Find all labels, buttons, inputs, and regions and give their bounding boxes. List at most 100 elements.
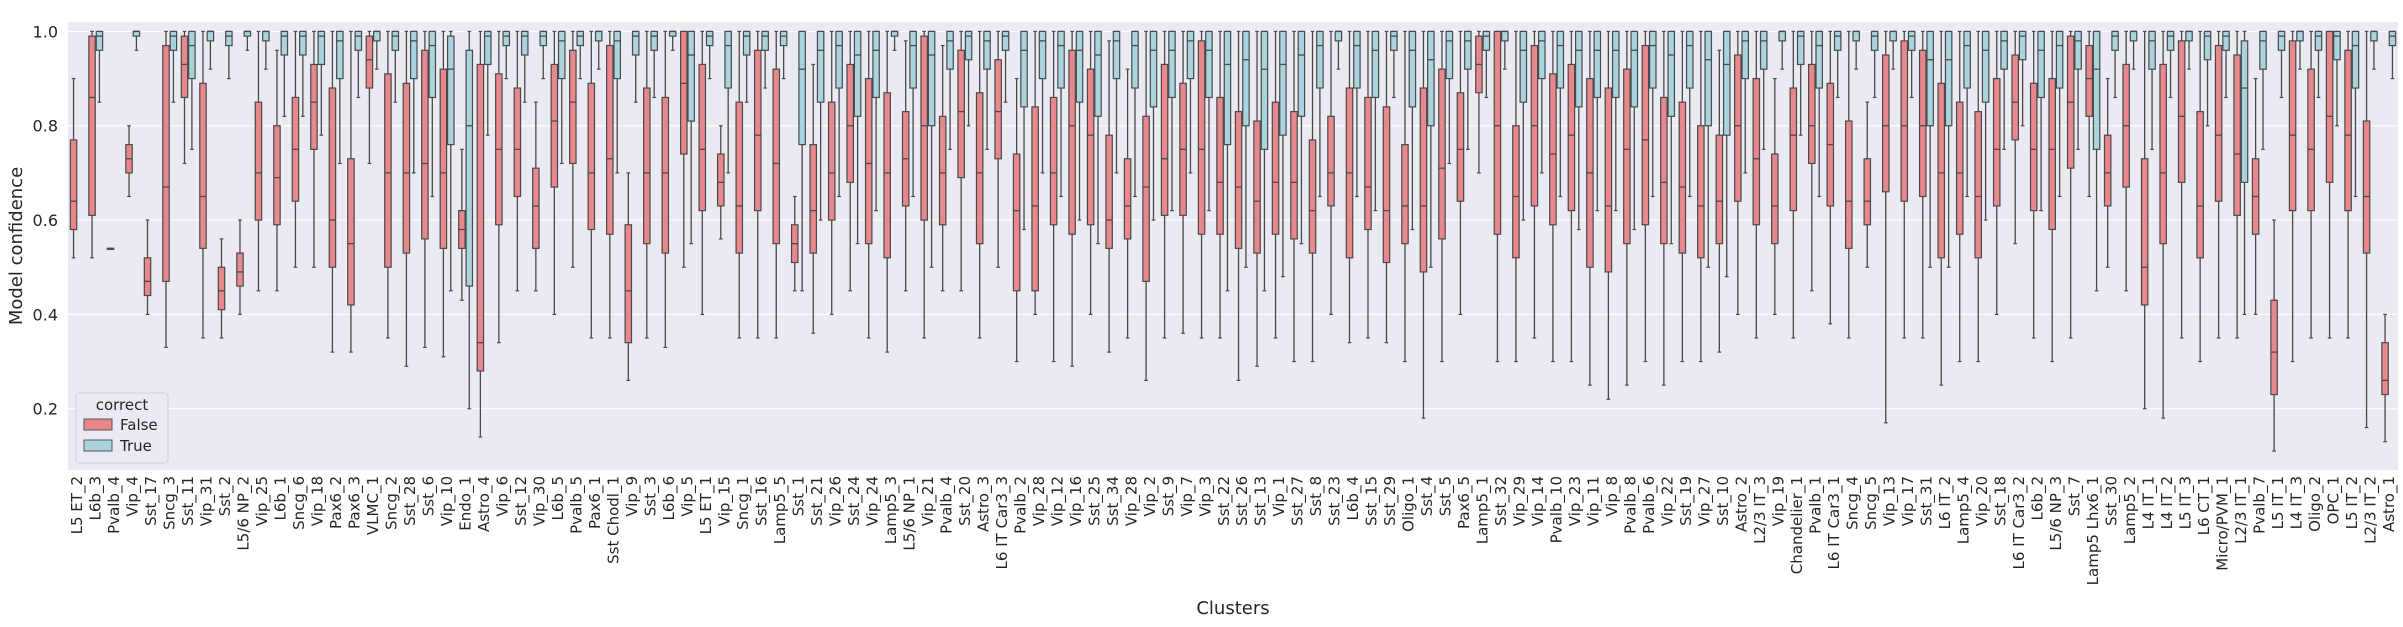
box-false: [1900, 30, 1909, 339]
box-false: [1123, 68, 1132, 339]
box-true: [816, 30, 825, 221]
box-iqr: [1234, 110, 1243, 249]
box-false: [384, 30, 392, 339]
box-true: [1168, 30, 1176, 212]
box-iqr: [1992, 77, 2001, 207]
x-tick-label: Sst_8: [1307, 476, 1326, 516]
x-tick-label: Sst_25: [1085, 476, 1104, 526]
y-axis-ticks: 0.2 0.4 0.6 0.8 1.0: [33, 22, 58, 418]
x-tick-label: Vip_26: [826, 476, 845, 526]
x-tick-label: OPC_1: [2324, 476, 2343, 524]
box-false: [679, 30, 688, 268]
box-iqr: [1316, 30, 1324, 89]
box-iqr: [1918, 49, 1927, 198]
box-false: [217, 238, 226, 339]
box-iqr: [1242, 30, 1250, 127]
box-false: [1678, 30, 1687, 363]
box-true: [391, 30, 400, 103]
box-iqr: [964, 30, 973, 61]
box-iqr: [1715, 134, 1724, 245]
box-iqr: [1641, 44, 1650, 226]
box-true: [2000, 30, 2008, 150]
x-tick-label: Pvalb_5: [568, 476, 587, 534]
x-tick-label: Sst_24: [845, 476, 864, 526]
box-iqr: [1223, 30, 1232, 146]
box-true: [909, 30, 917, 198]
box-false: [291, 30, 300, 268]
box-true: [483, 30, 492, 136]
box-true: [2222, 30, 2230, 99]
box-iqr: [705, 30, 714, 47]
box-iqr: [236, 252, 244, 287]
box-false: [1142, 30, 1150, 381]
x-tick-label: Vip_2: [1141, 476, 1160, 517]
box-iqr: [1364, 96, 1372, 231]
legend-swatch-true: [83, 439, 113, 452]
box-iqr: [1937, 82, 1946, 259]
box-iqr: [1131, 30, 1139, 89]
box-false: [716, 125, 725, 240]
box-iqr: [890, 30, 899, 37]
box-iqr: [421, 49, 429, 240]
box-iqr: [1870, 30, 1879, 51]
box-iqr: [428, 30, 437, 99]
box-true: [1963, 30, 1971, 198]
box-true: [1001, 30, 1010, 103]
box-true: [2314, 30, 2323, 99]
box-false: [1586, 30, 1594, 386]
y-tick-label: 0.4: [33, 305, 58, 324]
box-iqr: [668, 30, 677, 37]
x-tick-label: Vip_6: [494, 476, 513, 517]
box-true: [1889, 30, 1897, 70]
box-iqr: [476, 63, 485, 372]
x-tick-label: Sncg_3: [161, 476, 180, 530]
box-true: [946, 30, 954, 150]
box-true: [1944, 30, 1953, 268]
box-false: [1345, 30, 1354, 344]
box-false: [1992, 30, 2001, 315]
box-false: [1641, 30, 1650, 363]
box-iqr: [1390, 30, 1398, 51]
box-iqr: [2214, 44, 2223, 202]
box-iqr: [624, 224, 633, 344]
box-false: [1604, 30, 1613, 400]
x-tick-label: Vip_29: [1511, 476, 1530, 526]
x-tick-label: Sst_26: [1233, 476, 1252, 526]
box-false: [162, 30, 170, 348]
box-false: [439, 30, 448, 358]
box-true: [1390, 30, 1398, 99]
box-iqr: [143, 257, 152, 297]
box-true: [927, 30, 936, 268]
box-false: [2029, 30, 2038, 339]
box-iqr: [1068, 49, 1076, 235]
x-tick-label: Sst_7: [2065, 476, 2084, 516]
x-tick-label: L5 IT_3: [2176, 476, 2195, 529]
box-false: [2085, 30, 2093, 198]
box-false: [938, 44, 947, 292]
box-false: [476, 30, 485, 438]
box-false: [2344, 30, 2352, 339]
box-iqr: [816, 30, 825, 103]
x-tick-label: L6b_1: [272, 476, 291, 520]
box-true: [373, 30, 381, 70]
box-iqr: [2111, 30, 2119, 51]
box-true: [539, 30, 548, 80]
box-false: [2270, 219, 2278, 452]
box-false: [143, 219, 152, 315]
box-false: [1955, 30, 1964, 363]
box-false: [901, 40, 910, 292]
box-false: [1419, 30, 1428, 419]
box-false: [1031, 30, 1039, 315]
box-iqr: [539, 30, 548, 47]
x-tick-label: Sncg_5: [1862, 476, 1881, 530]
box-false: [402, 30, 411, 367]
box-false: [1567, 30, 1576, 363]
box-false: [347, 30, 355, 353]
x-tick-label: Vip_14: [1529, 476, 1548, 526]
box-iqr: [1944, 30, 1953, 127]
box-false: [1918, 30, 1927, 339]
box-iqr: [132, 30, 141, 37]
legend-label-false: False: [120, 416, 158, 434]
box-false: [1012, 77, 1021, 363]
x-tick-label: L6 IT Car3_2: [2010, 476, 2029, 569]
